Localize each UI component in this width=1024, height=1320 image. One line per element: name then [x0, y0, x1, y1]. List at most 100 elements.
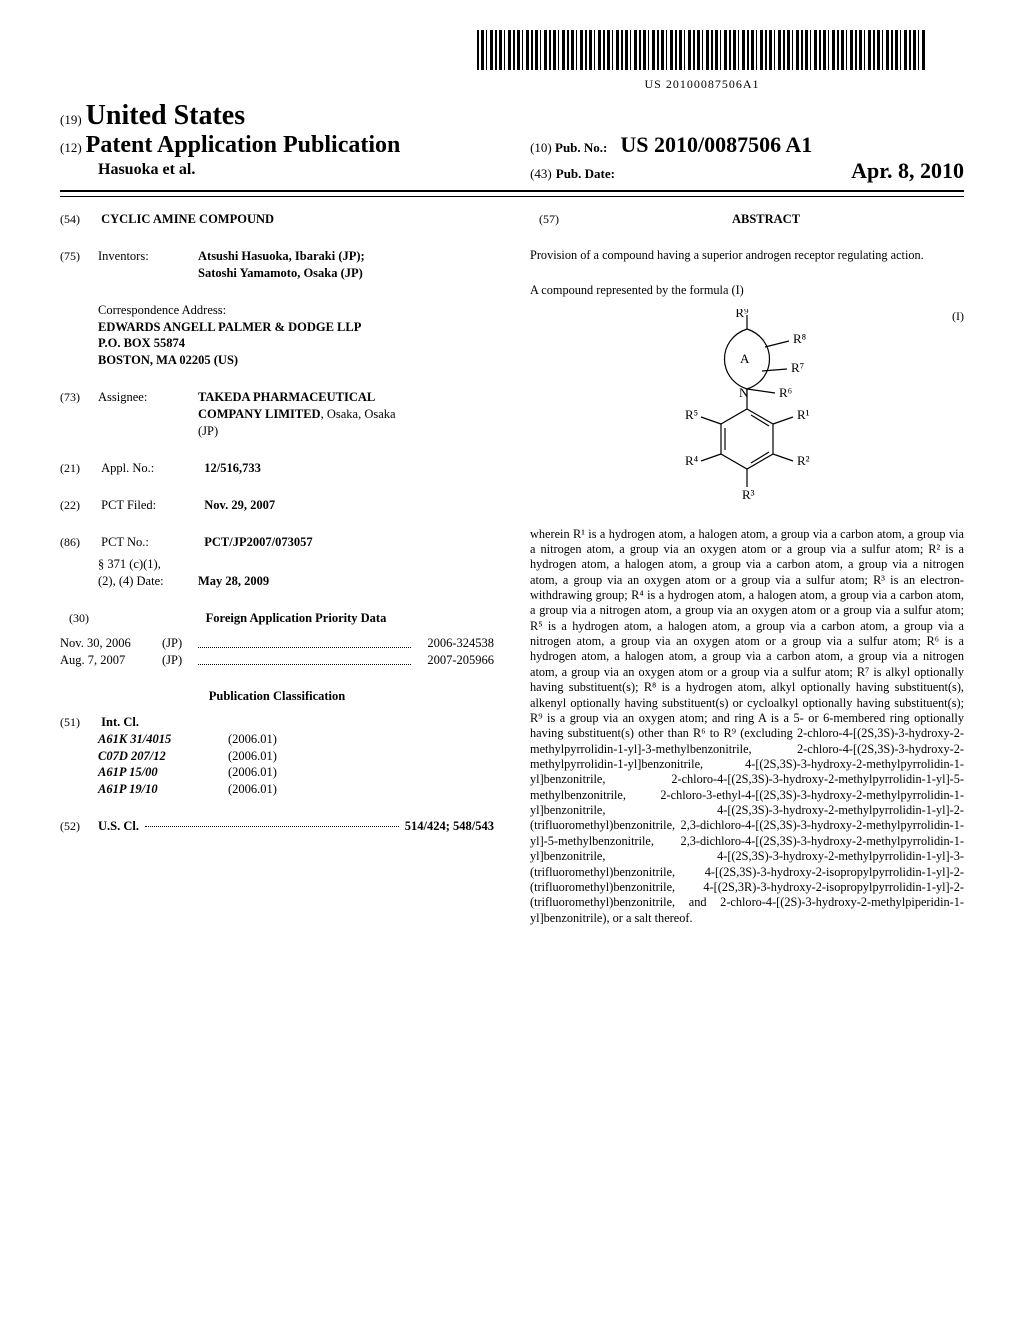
correspondence-address: EDWARDS ANGELL PALMER & DODGE LLP P.O. B…: [98, 319, 494, 370]
priority-country: (JP): [162, 635, 182, 652]
pctfiled-label: PCT Filed:: [101, 497, 201, 514]
formula-number: (I): [952, 309, 964, 324]
intcl-code: A61P 19/10: [98, 781, 228, 798]
left-column: (54) CYCLIC AMINE COMPOUND (75) Inventor…: [60, 211, 512, 926]
foreign-priority-block: (30) Foreign Application Priority Data N…: [60, 610, 494, 669]
intcl-date: (2006.01): [228, 782, 277, 796]
priority-row: Aug. 7, 2007 (JP) 2007-205966: [60, 652, 494, 669]
pctno-block: (86) PCT No.: PCT/JP2007/073057 § 371 (c…: [60, 534, 494, 591]
label-r2: R²: [797, 453, 810, 468]
label-r9: R⁹: [735, 309, 749, 320]
rule-thin: [60, 196, 964, 197]
intcl-row: C07D 207/12(2006.01): [98, 748, 494, 765]
priority-date: Nov. 30, 2006: [60, 635, 150, 652]
code-52: (52): [60, 818, 98, 834]
intcl-row: A61K 31/4015(2006.01): [98, 731, 494, 748]
assignee-block: (73) Assignee: TAKEDA PHARMACEUTICAL COM…: [60, 389, 494, 440]
applno-value: 12/516,733: [204, 461, 261, 475]
priority-number: 2006-324538: [427, 635, 494, 652]
header-authors: Hasuoka et al.: [98, 161, 530, 179]
priority-dots: [198, 631, 411, 648]
s371-label: § 371 (c)(1), (2), (4) Date:: [98, 556, 198, 590]
priority-rows: Nov. 30, 2006(JP)2006-324538Aug. 7, 2007…: [60, 635, 494, 669]
code-22: (22): [60, 497, 98, 513]
label-r8: R⁸: [793, 331, 807, 346]
chemical-structure: A N R⁹ R⁸ R⁷ R⁶ R¹ R² R³ R⁴ R⁵: [647, 309, 847, 509]
pctno-label: PCT No.:: [101, 534, 201, 551]
label-r4: R⁴: [685, 453, 699, 468]
publication-date: Apr. 8, 2010: [851, 158, 964, 184]
label-r7: R⁷: [791, 360, 804, 375]
correspondence-block: Correspondence Address: EDWARDS ANGELL P…: [98, 302, 494, 370]
pubno-label: Pub. No.:: [555, 140, 607, 155]
abstract-label: ABSTRACT: [732, 212, 800, 226]
atom-n: N: [739, 385, 749, 400]
header-left: (19) United States (12) Patent Applicati…: [60, 100, 530, 184]
header-right: (10) Pub. No.: US 2010/0087506 A1 (43) P…: [530, 100, 964, 184]
code-21: (21): [60, 460, 98, 476]
right-column: (57) ABSTRACT Provision of a compound ha…: [512, 211, 964, 926]
intcl-code: A61K 31/4015: [98, 731, 228, 748]
uscl-dots: [145, 826, 399, 827]
intcl-date: (2006.01): [228, 765, 277, 779]
patent-page: US 20100087506A1 (19) United States (12)…: [0, 0, 1024, 1320]
correspondence-label: Correspondence Address:: [98, 302, 494, 319]
pctno-value: PCT/JP2007/073057: [204, 535, 312, 549]
ring-a-label: A: [740, 351, 750, 366]
code-57: (57): [530, 211, 568, 227]
applno-block: (21) Appl. No.: 12/516,733: [60, 460, 494, 477]
title-block: (54) CYCLIC AMINE COMPOUND: [60, 211, 494, 228]
code-10: (10): [530, 140, 552, 155]
publication-number: US 2010/0087506 A1: [620, 132, 812, 157]
label-r6: R⁶: [779, 385, 792, 400]
applno-label: Appl. No.:: [101, 460, 201, 477]
pubdate-label: Pub. Date:: [556, 166, 615, 182]
header: (19) United States (12) Patent Applicati…: [60, 100, 964, 184]
intcl-date: (2006.01): [228, 732, 277, 746]
pubclass-title: Publication Classification: [60, 689, 494, 704]
inventors-label: Inventors:: [98, 248, 198, 282]
priority-date: Aug. 7, 2007: [60, 652, 150, 669]
abstract-header: (57) ABSTRACT: [530, 211, 964, 228]
country-name: United States: [86, 100, 245, 131]
intcl-rows: A61K 31/4015(2006.01)C07D 207/12(2006.01…: [98, 731, 494, 799]
inventors-block: (75) Inventors: Atsushi Hasuoka, Ibaraki…: [60, 248, 494, 282]
abstract-body: wherein R¹ is a hydrogen atom, a halogen…: [530, 527, 964, 926]
code-19: (19): [60, 112, 82, 127]
code-75: (75): [60, 248, 98, 282]
assignee-value: TAKEDA PHARMACEUTICAL COMPANY LIMITED, O…: [198, 389, 398, 440]
intcl-code: A61P 15/00: [98, 764, 228, 781]
inventors-value: Atsushi Hasuoka, Ibaraki (JP); Satoshi Y…: [198, 248, 365, 282]
barcode-block: US 20100087506A1: [440, 30, 964, 92]
barcode-graphic: [477, 30, 927, 70]
intcl-row: A61P 15/00(2006.01): [98, 764, 494, 781]
label-r1: R¹: [797, 407, 810, 422]
rule-thick: [60, 190, 964, 192]
intcl-label: Int. Cl.: [101, 715, 139, 729]
pctfiled-block: (22) PCT Filed: Nov. 29, 2007: [60, 497, 494, 514]
code-73: (73): [60, 389, 98, 440]
priority-country: (JP): [162, 652, 182, 669]
code-51: (51): [60, 714, 98, 730]
uscl-label: U.S. Cl.: [98, 818, 139, 835]
intcl-row: A61P 19/10(2006.01): [98, 781, 494, 798]
publication-type: Patent Application Publication: [86, 132, 401, 158]
abstract-intro: Provision of a compound having a superio…: [530, 248, 964, 263]
priority-number: 2007-205966: [427, 652, 494, 669]
barcode-text: US 20100087506A1: [440, 77, 964, 92]
intcl-date: (2006.01): [228, 749, 277, 763]
label-r3: R³: [742, 487, 755, 502]
code-30: (30): [60, 610, 98, 626]
foreign-priority-title: Foreign Application Priority Data: [206, 611, 387, 625]
code-54: (54): [60, 211, 98, 227]
code-43: (43): [530, 166, 552, 182]
assignee-label: Assignee:: [98, 389, 198, 440]
formula-area: (I): [530, 309, 964, 519]
uscl-value: 514/424; 548/543: [405, 818, 494, 835]
intcl-code: C07D 207/12: [98, 748, 228, 765]
formula-intro: A compound represented by the formula (I…: [530, 283, 964, 298]
label-r5: R⁵: [685, 407, 698, 422]
invention-title: CYCLIC AMINE COMPOUND: [101, 212, 274, 226]
body-columns: (54) CYCLIC AMINE COMPOUND (75) Inventor…: [60, 211, 964, 926]
code-12: (12): [60, 140, 82, 155]
